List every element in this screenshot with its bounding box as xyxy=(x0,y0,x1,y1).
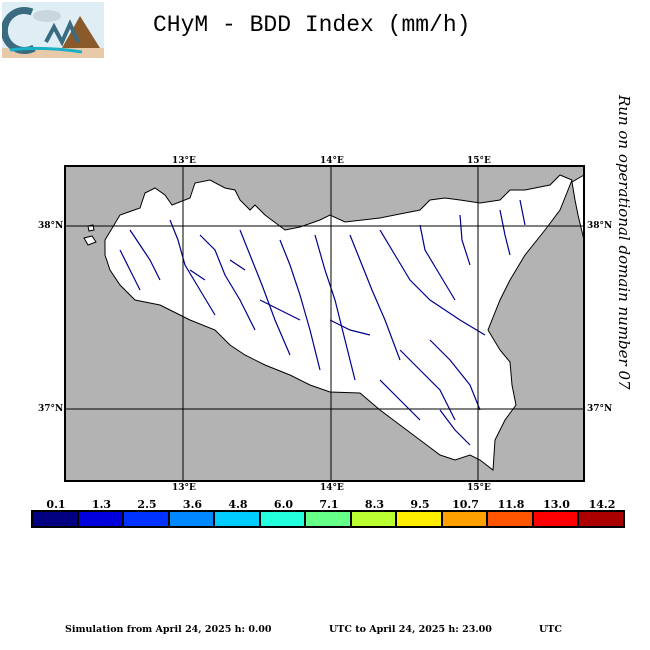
map-frame xyxy=(64,165,585,482)
lon-label-top: 14°E xyxy=(320,156,344,166)
colorbar-swatch xyxy=(124,512,170,526)
colorbar-label: 6.0 xyxy=(273,498,294,511)
colorbar-label: 14.2 xyxy=(588,498,616,511)
colorbar-label: 2.5 xyxy=(137,498,157,511)
graticule xyxy=(65,166,584,481)
colorbar-swatch xyxy=(306,512,352,526)
lon-label-top: 13°E xyxy=(172,156,196,166)
colorbar-swatch xyxy=(533,512,579,526)
colorbar-label: 9.5 xyxy=(410,498,430,511)
footer-from: Simulation from April 24, 2025 h: 0.00 xyxy=(65,624,272,635)
lon-label-bottom: 13°E xyxy=(172,483,196,493)
colorbar-swatch xyxy=(488,512,534,526)
colorbar-swatch xyxy=(215,512,261,526)
colorbar-swatch xyxy=(351,512,397,526)
colorbar-label: 13.0 xyxy=(543,498,570,511)
side-note-text: Run on operational domain number 07 xyxy=(615,95,633,390)
lat-label-left: 37°N xyxy=(38,404,64,414)
colorbar xyxy=(31,510,625,528)
colorbar-label: 7.1 xyxy=(319,498,339,511)
colorbar-swatch xyxy=(169,512,215,526)
colorbar-label: 4.8 xyxy=(228,498,248,511)
lon-label-bottom: 14°E xyxy=(320,483,344,493)
footer-tz: UTC xyxy=(539,624,562,635)
lat-label-right: 37°N xyxy=(587,404,613,414)
sicily-land xyxy=(104,174,573,471)
colorbar-swatch xyxy=(78,512,124,526)
colorbar-label: 0.1 xyxy=(46,498,66,511)
colorbar-swatch xyxy=(397,512,443,526)
colorbar-label: 3.6 xyxy=(182,498,203,511)
colorbar-swatch xyxy=(579,512,623,526)
colorbar-label: 1.3 xyxy=(91,498,112,511)
colorbar-swatch xyxy=(33,512,79,526)
colorbar-label: 8.3 xyxy=(364,498,385,511)
rivers xyxy=(119,199,526,446)
footer-to: UTC to April 24, 2025 h: 23.00 xyxy=(329,624,492,635)
side-note: Run on operational domain number 07 xyxy=(612,95,636,445)
colorbar-swatch xyxy=(260,512,306,526)
colorbar-swatch xyxy=(442,512,488,526)
lat-label-right: 38°N xyxy=(587,221,613,231)
egadi-island xyxy=(83,235,97,246)
lon-label-top: 15°E xyxy=(467,156,491,166)
lat-label-left: 38°N xyxy=(38,221,64,231)
colorbar-label: 10.7 xyxy=(452,498,479,511)
chym-logo xyxy=(2,2,104,58)
page-title: CHyM - BDD Index (mm/h) xyxy=(153,12,471,38)
colorbar-label: 11.8 xyxy=(497,498,525,511)
lon-label-bottom: 15°E xyxy=(467,483,491,493)
